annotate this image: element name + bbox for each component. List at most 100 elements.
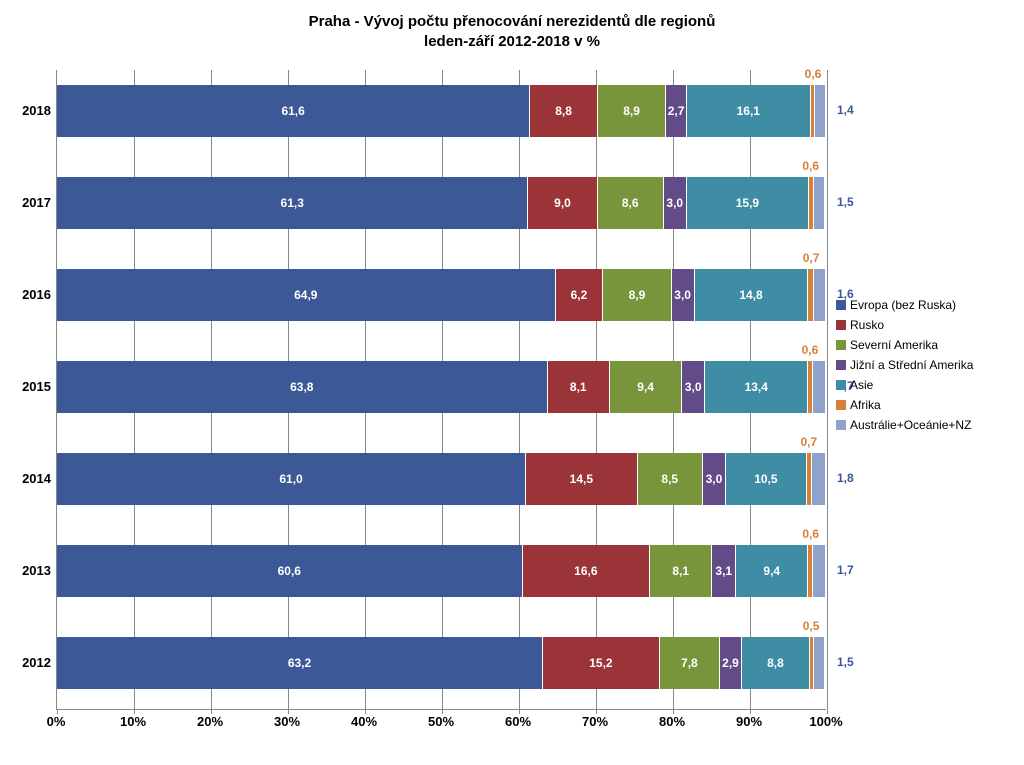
bar-segment-evropa: 63,8	[57, 361, 548, 413]
y-axis-label: 2015	[7, 379, 51, 394]
legend-label: Jižní a Střední Amerika	[850, 358, 973, 372]
bar-segment-rusko: 15,2	[543, 637, 660, 689]
bar-segment-aust	[815, 85, 826, 137]
legend-swatch	[836, 320, 846, 330]
legend-label: Afrika	[850, 398, 881, 412]
bar-segment-asie: 8,8	[742, 637, 810, 689]
bar-segment-sev_am: 9,4	[610, 361, 682, 413]
legend-label: Austrálie+Oceánie+NZ	[850, 418, 971, 432]
value-label-afrika: 0,6	[802, 527, 819, 541]
legend-label: Rusko	[850, 318, 884, 332]
plot-wrap: 201861,68,88,92,716,10,61,4201761,39,08,…	[56, 70, 826, 710]
plot-area: 201861,68,88,92,716,10,61,4201761,39,08,…	[56, 70, 826, 710]
value-label-aust: 1,7	[837, 563, 854, 577]
chart-title-line1: Praha - Vývoj počtu přenocování nerezide…	[309, 13, 716, 30]
y-axis-label: 2018	[7, 103, 51, 118]
y-axis-label: 2013	[7, 563, 51, 578]
bar-segment-asie: 14,8	[695, 269, 809, 321]
value-label-aust: 1,8	[837, 471, 854, 485]
bar-row: 63,215,27,82,98,8	[57, 637, 826, 689]
y-axis-label: 2014	[7, 471, 51, 486]
bar-segment-evropa: 60,6	[57, 545, 523, 597]
x-axis-label: 90%	[729, 714, 769, 729]
bar-segment-sev_am: 7,8	[660, 637, 720, 689]
legend-label: Evropa (bez Ruska)	[850, 298, 956, 312]
bar-segment-evropa: 64,9	[57, 269, 556, 321]
x-axis-label: 20%	[190, 714, 230, 729]
value-label-afrika: 0,7	[800, 435, 817, 449]
legend-item: Afrika	[836, 398, 1020, 412]
bar-row: 64,96,28,93,014,8	[57, 269, 826, 321]
bar-segment-evropa: 63,2	[57, 637, 543, 689]
value-label-afrika: 0,6	[802, 159, 819, 173]
value-label-afrika: 0,6	[805, 67, 822, 81]
value-label-afrika: 0,5	[803, 619, 820, 633]
gridline	[827, 70, 828, 709]
bar-segment-aust	[814, 269, 826, 321]
bar-segment-jiz_am: 3,0	[682, 361, 705, 413]
chart-title: Praha - Vývoj počtu přenocování nerezide…	[0, 0, 1024, 51]
x-axis-label: 30%	[267, 714, 307, 729]
bar-segment-asie: 10,5	[726, 453, 807, 505]
x-axis-label: 70%	[575, 714, 615, 729]
bar-segment-jiz_am: 3,1	[712, 545, 736, 597]
value-label-afrika: 0,7	[803, 251, 820, 265]
bar-segment-sev_am: 8,6	[598, 177, 664, 229]
bar-segment-evropa: 61,3	[57, 177, 528, 229]
bar-row: 61,68,88,92,716,1	[57, 85, 826, 137]
legend-item: Austrálie+Oceánie+NZ	[836, 418, 1020, 432]
y-axis-label: 2012	[7, 655, 51, 670]
bar-row: 63,88,19,43,013,4	[57, 361, 826, 413]
bar-segment-jiz_am: 3,0	[703, 453, 726, 505]
bar-segment-aust	[813, 361, 826, 413]
bar-segment-rusko: 8,8	[530, 85, 598, 137]
bar-segment-rusko: 6,2	[556, 269, 604, 321]
bar-segment-sev_am: 8,5	[638, 453, 703, 505]
x-axis-label: 80%	[652, 714, 692, 729]
bar-segment-rusko: 16,6	[523, 545, 651, 597]
bar-segment-asie: 15,9	[687, 177, 809, 229]
legend-swatch	[836, 340, 846, 350]
bar-segment-evropa: 61,6	[57, 85, 530, 137]
bar-segment-aust	[812, 453, 826, 505]
bar-segment-jiz_am: 3,0	[672, 269, 695, 321]
bar-row: 61,014,58,53,010,5	[57, 453, 826, 505]
bar-segment-rusko: 9,0	[528, 177, 597, 229]
bar-segment-rusko: 8,1	[548, 361, 610, 413]
bar-segment-sev_am: 8,9	[598, 85, 666, 137]
value-label-aust: 1,5	[837, 655, 854, 669]
legend: Evropa (bez Ruska) Rusko Severní Amerika Ji…	[836, 298, 1020, 438]
bar-segment-aust	[814, 637, 826, 689]
bar-segment-sev_am: 8,9	[603, 269, 671, 321]
value-label-afrika: 0,6	[802, 343, 819, 357]
bar-row: 60,616,68,13,19,4	[57, 545, 826, 597]
bar-segment-aust	[813, 545, 826, 597]
chart-container: Praha - Vývoj počtu přenocování nerezide…	[0, 0, 1024, 765]
value-label-aust: 1,5	[837, 195, 854, 209]
bar-segment-aust	[814, 177, 826, 229]
bar-segment-jiz_am: 2,9	[720, 637, 742, 689]
legend-swatch	[836, 380, 846, 390]
legend-item: Rusko	[836, 318, 1020, 332]
bar-segment-evropa: 61,0	[57, 453, 526, 505]
value-label-aust: 1,4	[837, 103, 854, 117]
bar-row: 61,39,08,63,015,9	[57, 177, 826, 229]
legend-label: Asie	[850, 378, 873, 392]
chart-title-line2: leden-září 2012-2018 v %	[424, 33, 600, 50]
x-axis-label: 100%	[806, 714, 846, 729]
bar-segment-asie: 13,4	[705, 361, 808, 413]
bar-segment-asie: 16,1	[687, 85, 811, 137]
legend-item: Jižní a Střední Amerika	[836, 358, 1020, 372]
bar-segment-asie: 9,4	[736, 545, 808, 597]
x-axis-label: 60%	[498, 714, 538, 729]
legend-item: Severní Amerika	[836, 338, 1020, 352]
legend-swatch	[836, 300, 846, 310]
bar-segment-sev_am: 8,1	[650, 545, 712, 597]
bar-segment-jiz_am: 2,7	[666, 85, 687, 137]
legend-swatch	[836, 420, 846, 430]
x-axis-label: 10%	[113, 714, 153, 729]
y-axis-label: 2017	[7, 195, 51, 210]
legend-swatch	[836, 400, 846, 410]
legend-label: Severní Amerika	[850, 338, 938, 352]
x-axis-labels: 0%10%20%30%40%50%60%70%80%90%100%	[56, 714, 826, 734]
